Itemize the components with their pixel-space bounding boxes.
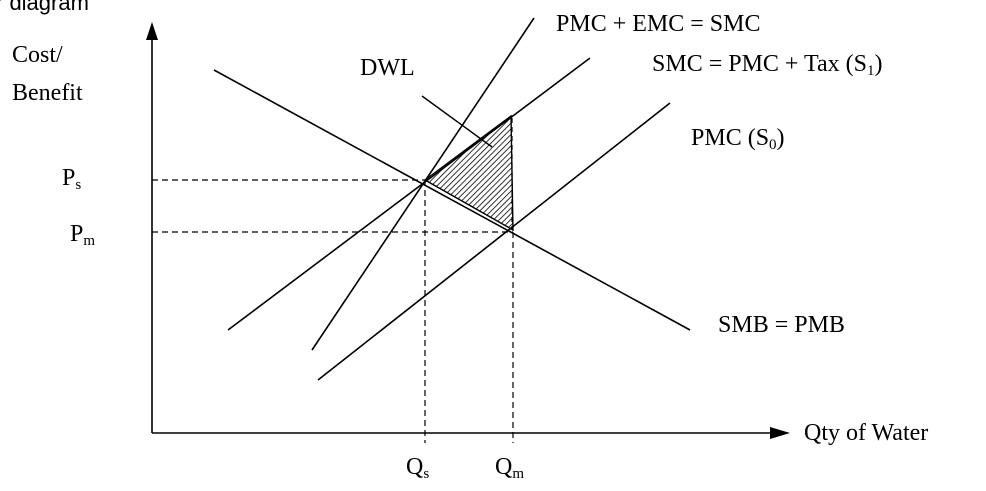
smc-tax-curve (227, 57, 591, 331)
dwl-pointer (421, 95, 493, 148)
y-axis-label-line2: Benefit (12, 80, 83, 106)
price-ps-label: Ps (62, 165, 82, 193)
pmc-label: PMC (S0) (691, 125, 785, 153)
smc-tax-label: SMC = PMC + Tax (S1) (652, 51, 883, 79)
smb-curve (213, 69, 691, 331)
x-axis-arrowhead (770, 427, 790, 439)
x-axis-label: Qty of Water (804, 420, 929, 446)
quantity-qm-label: Qm (495, 454, 525, 482)
pmc-curve (317, 102, 671, 381)
y-axis-arrowhead (146, 22, 158, 40)
y-axis-label-line1: Cost/ (12, 42, 63, 68)
header-fragment: r diagram (0, 0, 89, 15)
price-pm-label: Pm (70, 221, 96, 249)
quantity-qs-label: Qs (406, 454, 430, 482)
smb-label: SMB = PMB (718, 312, 845, 338)
smc-emc-label: PMC + EMC = SMC (556, 11, 761, 37)
dwl-label: DWL (360, 55, 415, 81)
